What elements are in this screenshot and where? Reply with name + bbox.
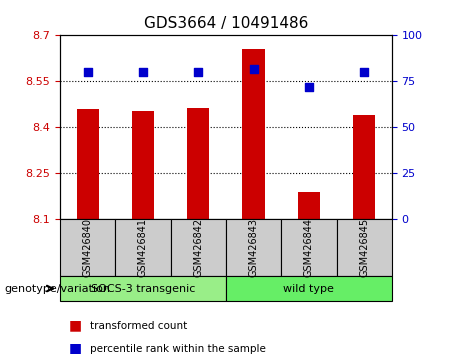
Text: GSM426844: GSM426844 [304, 218, 314, 277]
Text: percentile rank within the sample: percentile rank within the sample [90, 344, 266, 354]
Text: wild type: wild type [284, 284, 334, 293]
Point [250, 66, 257, 72]
Text: GSM426841: GSM426841 [138, 218, 148, 277]
Text: SOCS-3 transgenic: SOCS-3 transgenic [91, 284, 195, 293]
Text: transformed count: transformed count [90, 321, 187, 331]
Point [305, 84, 313, 90]
Title: GDS3664 / 10491486: GDS3664 / 10491486 [144, 16, 308, 32]
Bar [242, 49, 265, 219]
Text: genotype/variation: genotype/variation [5, 284, 111, 293]
Bar [187, 108, 209, 219]
Bar [353, 115, 375, 219]
Text: GSM426843: GSM426843 [248, 218, 259, 277]
Point [195, 69, 202, 75]
Bar [298, 192, 320, 219]
Bar [132, 110, 154, 219]
Text: ■: ■ [69, 342, 82, 354]
Point [361, 69, 368, 75]
Text: GSM426845: GSM426845 [359, 218, 369, 278]
Text: ■: ■ [69, 319, 82, 333]
Point [84, 69, 91, 75]
Text: GSM426842: GSM426842 [193, 218, 203, 278]
Bar [77, 109, 99, 219]
Text: GSM426840: GSM426840 [83, 218, 93, 277]
Point [139, 69, 147, 75]
